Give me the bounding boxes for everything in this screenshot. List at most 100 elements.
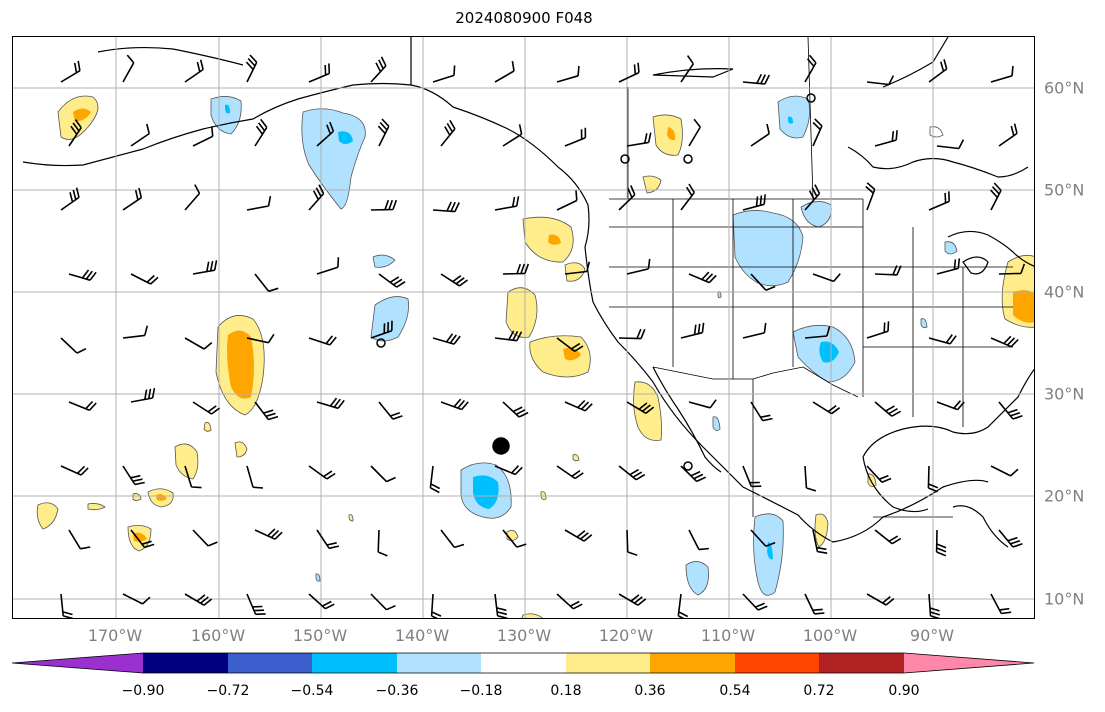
wind-barb [742,322,767,339]
wind-barb [184,593,213,606]
wind-barb [750,529,776,547]
colorbar-segment [904,653,1034,673]
lon-label-140w: 140°W [394,626,450,645]
wind-barb [308,465,336,480]
wind-barb [370,320,393,339]
wind-barb [122,325,149,339]
wind-barb [130,123,150,147]
wind-barb [750,123,770,147]
wind-barb [564,127,587,147]
lat-label-20n: 20°N [1044,486,1085,506]
wind-barb [440,273,468,287]
colorbar-tick: −0.90 [121,683,165,699]
wind-barb [184,337,213,350]
colorbar-segment [228,653,312,673]
wind-barb [742,593,768,611]
wind-barb [440,119,456,147]
wind-barb [184,465,202,489]
wind-barb [432,201,460,213]
wind-barb [865,182,876,211]
wind-barb [502,529,527,548]
wind-barb [998,529,1023,548]
wind-barb [254,273,279,293]
wind-barb [874,401,901,417]
wind-barb [184,184,201,211]
wind-barb [246,333,275,344]
wind-barb [184,59,204,83]
wind-barb [928,191,950,211]
wind-barb [308,593,335,610]
wind-barb [618,62,640,83]
wind-barb [377,118,390,147]
wind-barb [618,465,646,481]
wind-barb [494,60,515,83]
wind-barb [742,194,766,211]
wind-barb [680,322,705,339]
wind-barb [254,401,279,421]
wind-barb [928,593,941,618]
wind-barb [564,399,593,412]
wind-barb [936,139,965,150]
wind-barb [688,118,701,147]
wind-barb [440,529,465,549]
wind-barb [618,185,636,211]
wind-barb [60,337,87,354]
wind-barb [874,265,902,276]
wind-barb [502,124,523,147]
wind-barb [990,182,1002,211]
wind-barb [68,400,97,412]
colorbar-outline [12,652,1035,674]
lat-label-10n: 10°N [1044,589,1085,609]
wind-barb [990,465,1019,477]
political-borders [410,37,1013,557]
wind-barb [680,465,707,483]
colorbar-tick: −0.36 [375,683,419,699]
wind-barb [316,121,335,147]
wind-barb [254,118,268,147]
wind-barb [742,465,762,488]
colorbar [12,652,1035,674]
wind-barb [990,65,1014,83]
wind-barb [246,195,272,211]
wind-barb [502,401,529,418]
colorbar-tick: −0.54 [290,683,334,699]
wind-barb [564,529,593,542]
wind-barb [750,273,776,291]
wind-barb [60,465,89,476]
wind-barb [742,73,771,85]
wind-barb [122,465,145,486]
wind-barb [680,55,694,83]
coastlines [22,37,1034,548]
wind-barb [245,54,258,83]
negative-anomaly-fills [210,95,958,596]
lon-label-130w: 130°W [496,626,552,645]
map-panel [12,36,1035,619]
colorbar-segment [819,653,904,673]
wind-barb [556,190,578,211]
wind-barb [618,328,646,340]
station-markers [376,93,816,471]
wind-barb [874,130,898,147]
lon-label-170w: 170°W [87,626,143,645]
wind-barb [804,326,831,339]
wind-barb [626,132,652,147]
colorbar-segment [397,653,481,673]
wind-barb [370,56,387,83]
wind-barb [246,465,264,489]
wind-barb [874,529,902,545]
wind-barb [432,65,456,83]
wind-barb [254,528,283,540]
wind-barb [316,529,340,550]
wind-barb [812,273,841,283]
wind-barb [626,401,655,414]
lat-label-30n: 30°N [1044,384,1085,404]
wind-barb [812,118,823,147]
colorbar-segment [481,653,566,673]
wind-barb [688,529,709,551]
wind-barb [432,333,461,345]
colorbar-segment [566,653,650,673]
wind-barb [308,184,325,211]
wind-barb [130,388,156,403]
wind-barb [440,398,469,411]
wind-barb [866,321,890,339]
